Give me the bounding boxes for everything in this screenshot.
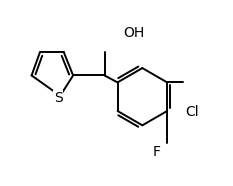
Text: Cl: Cl (185, 105, 199, 119)
Text: OH: OH (123, 26, 144, 40)
Text: F: F (153, 145, 161, 159)
Text: S: S (54, 91, 63, 105)
